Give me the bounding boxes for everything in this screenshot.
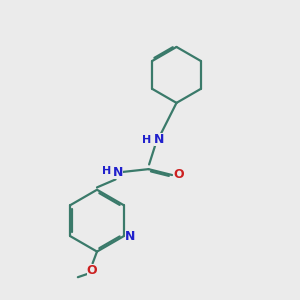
Text: H: H: [102, 166, 111, 176]
Text: N: N: [112, 166, 123, 178]
Text: O: O: [173, 168, 184, 181]
Text: N: N: [154, 133, 164, 146]
Text: H: H: [142, 135, 151, 145]
Text: O: O: [87, 264, 97, 277]
Text: N: N: [125, 230, 135, 243]
